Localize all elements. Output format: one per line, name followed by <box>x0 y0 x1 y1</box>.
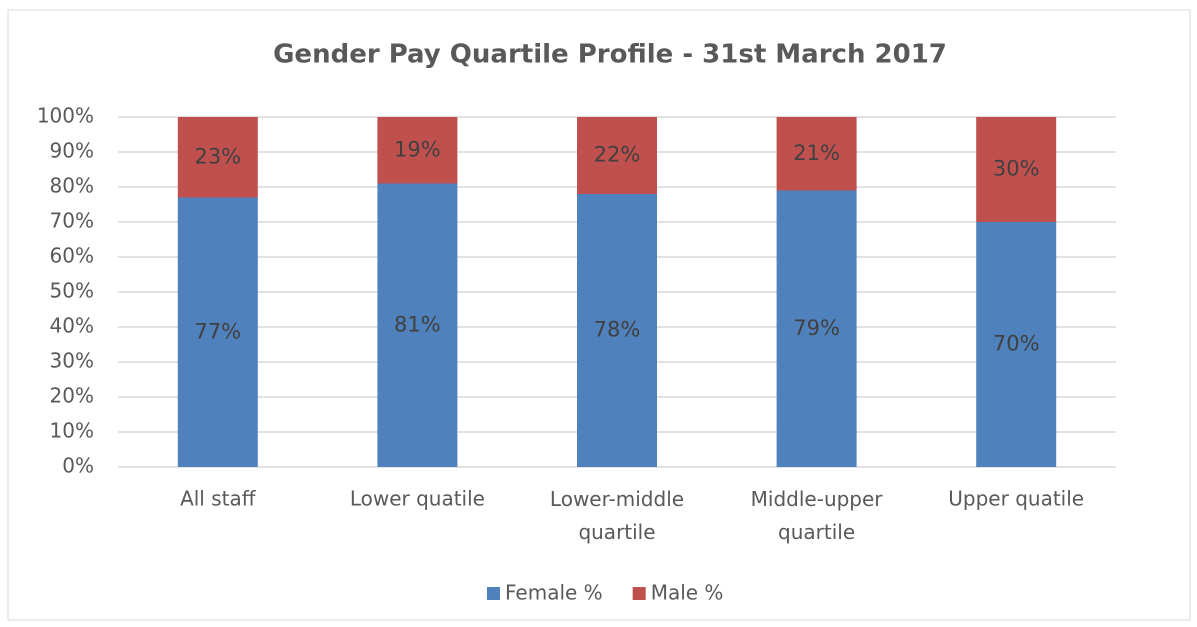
y-tick-label: 50% <box>50 279 94 303</box>
bar-segment <box>177 117 258 198</box>
x-tick-label: Lower-middle quartile <box>550 487 684 544</box>
data-label: 30% <box>993 157 1040 181</box>
bar-segment <box>377 183 458 467</box>
bar-segment <box>976 117 1057 222</box>
bar-segment <box>776 117 857 191</box>
legend-swatch <box>487 587 500 600</box>
legend-swatch <box>632 587 646 600</box>
data-label: 22% <box>594 143 641 167</box>
y-tick-label: 60% <box>50 244 94 268</box>
y-tick-label: 80% <box>50 174 94 198</box>
bar-segment <box>177 197 258 467</box>
legend-label: Male % <box>651 581 724 605</box>
data-label: 70% <box>993 332 1040 356</box>
data-label: 79% <box>793 316 840 340</box>
data-label: 81% <box>394 312 441 336</box>
y-tick-label: 0% <box>62 454 94 478</box>
y-tick-label: 70% <box>50 209 94 233</box>
bar-segment <box>577 194 657 467</box>
data-label: 23% <box>194 144 241 168</box>
data-label: 19% <box>394 137 441 161</box>
x-tick-label: Lower quatile <box>350 487 485 511</box>
bar-segment <box>776 190 857 467</box>
y-tick-label: 30% <box>50 349 94 373</box>
bar-segment <box>976 222 1057 467</box>
legend-label: Female % <box>505 581 603 605</box>
bar-segment <box>577 117 657 194</box>
y-tick-label: 20% <box>50 384 94 408</box>
x-tick-label: Upper quatile <box>948 487 1084 511</box>
data-label: 77% <box>194 319 241 343</box>
y-tick-label: 10% <box>50 419 94 443</box>
bar-segment <box>377 117 458 184</box>
x-tick-label: Middle-upper quartile <box>751 487 884 544</box>
y-tick-label: 100% <box>37 104 94 128</box>
chart-title: Gender Pay Quartile Profile - 31st March… <box>273 40 947 70</box>
data-label: 21% <box>793 141 840 165</box>
data-label: 78% <box>594 318 641 342</box>
x-tick-label: All staff <box>180 487 257 511</box>
y-tick-label: 40% <box>50 314 94 338</box>
y-tick-label: 90% <box>50 139 94 163</box>
